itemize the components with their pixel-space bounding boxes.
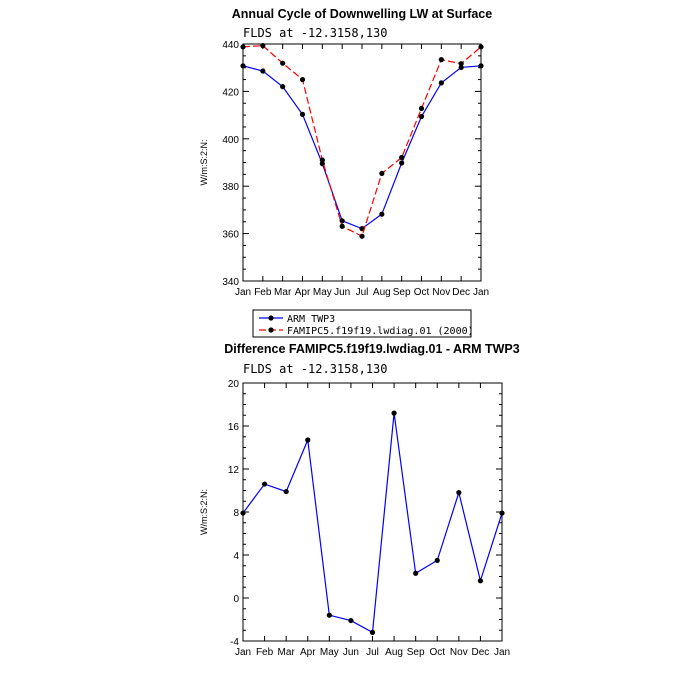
y-tick-label: 4: [233, 551, 239, 562]
legend-label: ARM TWP3: [287, 314, 335, 325]
x-tick-label: Jan: [235, 647, 251, 658]
x-tick-label: Oct: [414, 287, 430, 298]
y-tick-label: -4: [230, 637, 239, 648]
x-tick-label: Mar: [274, 287, 292, 298]
x-tick-label: Feb: [254, 287, 272, 298]
x-tick-label: Apr: [295, 287, 311, 298]
data-point: [260, 43, 266, 49]
data-point: [299, 111, 306, 117]
series-line-0: [242, 413, 503, 634]
data-point: [240, 63, 246, 69]
y-tick-label: 340: [222, 277, 239, 288]
data-point: [478, 63, 484, 69]
x-tick-label: Jul: [366, 647, 379, 658]
data-point: [478, 44, 484, 50]
data-point: [369, 629, 376, 636]
data-point: [326, 612, 332, 618]
legend-marker: [268, 315, 274, 321]
y-tick-label: 0: [233, 594, 239, 605]
legend-label: FAMIPC5.f19f19.lwdiag.01 (2000): [287, 326, 474, 337]
x-tick-label: Feb: [256, 647, 274, 658]
y-tick-label: 440: [222, 40, 239, 51]
y-tick-label: 8: [233, 508, 239, 519]
data-point: [359, 233, 365, 239]
annual-cycle-chart: Annual Cycle of Downwelling LW at Surfac…: [199, 7, 492, 338]
x-tick-label: Dec: [472, 647, 490, 658]
x-tick-label: Nov: [432, 287, 450, 298]
chart-subtitle: FLDS at -12.3158,130: [243, 26, 388, 40]
data-point: [283, 488, 289, 495]
legend-box: [252, 309, 472, 338]
data-point: [399, 154, 405, 161]
data-point: [418, 105, 425, 112]
x-tick-label: Jul: [356, 287, 369, 298]
difference-chart: Difference FAMIPC5.f19f19.lwdiag.01 - AR…: [199, 342, 520, 658]
x-tick-label: Jan: [494, 647, 510, 658]
data-point: [299, 76, 306, 83]
series-line-0: [242, 65, 482, 230]
data-point: [458, 64, 464, 71]
data-point: [399, 160, 405, 166]
data-point: [348, 617, 354, 624]
x-tick-label: Oct: [429, 647, 445, 658]
data-point: [438, 57, 444, 63]
data-point: [260, 68, 266, 74]
data-point: [359, 226, 365, 232]
x-tick-label: Aug: [373, 287, 391, 298]
data-point: [261, 481, 268, 487]
data-point: [458, 61, 464, 67]
y-axis-label: W/m:S:2:N:: [199, 489, 209, 535]
data-point: [280, 84, 286, 90]
y-tick-label: 380: [222, 182, 239, 193]
x-tick-label: Jan: [235, 287, 251, 298]
data-point: [413, 570, 419, 576]
data-point: [379, 170, 385, 177]
data-point: [418, 113, 425, 120]
x-tick-label: May: [320, 647, 339, 658]
data-point: [391, 410, 397, 416]
y-tick-label: 16: [228, 422, 240, 433]
x-tick-label: Apr: [300, 647, 316, 658]
chart-title: Annual Cycle of Downwelling LW at Surfac…: [232, 7, 492, 21]
data-point: [456, 490, 462, 496]
data-point: [499, 510, 505, 516]
x-tick-label: Mar: [278, 647, 296, 658]
data-point: [477, 578, 484, 584]
data-point: [240, 510, 246, 516]
x-tick-label: Jun: [343, 647, 359, 658]
x-tick-label: Jun: [334, 287, 350, 298]
x-tick-label: Nov: [450, 647, 468, 658]
data-point: [379, 211, 385, 217]
series-line-1: [242, 45, 482, 238]
data-point: [438, 80, 444, 86]
x-tick-label: Sep: [393, 287, 411, 298]
x-tick-label: Dec: [452, 287, 470, 298]
y-tick-label: 360: [222, 230, 239, 241]
y-tick-label: 12: [228, 465, 240, 476]
chart-subtitle: FLDS at -12.3158,130: [243, 362, 388, 376]
data-point: [280, 60, 286, 66]
data-point: [305, 437, 311, 443]
x-tick-label: Sep: [407, 647, 425, 658]
data-point: [434, 557, 440, 563]
data-point: [240, 44, 246, 50]
chart-title: Difference FAMIPC5.f19f19.lwdiag.01 - AR…: [224, 342, 519, 356]
y-tick-label: 20: [228, 379, 240, 390]
data-point: [319, 157, 325, 163]
y-tick-label: 400: [222, 135, 239, 146]
data-point: [339, 218, 345, 224]
y-tick-label: 420: [222, 87, 239, 98]
x-tick-label: Jan: [473, 287, 489, 298]
y-axis-label: W/m:S:2:N:: [199, 139, 209, 185]
legend-marker: [268, 327, 274, 333]
data-point: [339, 223, 345, 229]
x-tick-label: Aug: [385, 647, 403, 658]
x-tick-label: May: [313, 287, 332, 298]
